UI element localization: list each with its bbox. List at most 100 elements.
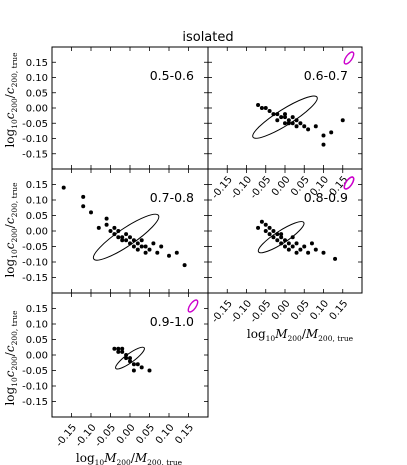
data-point bbox=[159, 244, 164, 249]
panel-1: -0.15-0.10-0.050.000.050.100.150.6-0.7 bbox=[207, 46, 363, 201]
data-point bbox=[131, 244, 136, 249]
data-point bbox=[116, 229, 121, 233]
y-tick-label: -0.15 bbox=[22, 397, 48, 408]
xlabel-col-0: log10M200/M200, true bbox=[76, 451, 183, 465]
data-point bbox=[124, 356, 129, 361]
data-point bbox=[256, 102, 261, 107]
x-tick-label: -0.10 bbox=[74, 422, 99, 449]
data-point bbox=[147, 368, 152, 373]
y-tick-label: 0.00 bbox=[26, 351, 48, 362]
resolution-marker bbox=[187, 299, 199, 313]
data-point bbox=[139, 238, 144, 243]
y-tick-label: 0.15 bbox=[26, 180, 48, 191]
data-point bbox=[124, 353, 129, 357]
data-point bbox=[135, 362, 140, 367]
data-point bbox=[263, 229, 268, 233]
ylabel-row-0: log10c200/c200, true bbox=[3, 52, 19, 148]
data-point bbox=[283, 244, 287, 249]
data-point bbox=[147, 247, 152, 252]
svg-text:log10c200/c200, true: log10c200/c200, true bbox=[3, 310, 19, 406]
data-point bbox=[279, 241, 284, 246]
y-tick-label: 0.00 bbox=[26, 227, 48, 238]
figure-title: isolated bbox=[182, 30, 233, 45]
x-tick-label: 0.15 bbox=[173, 422, 196, 446]
x-tick-label: 0.00 bbox=[270, 174, 293, 198]
data-point bbox=[81, 194, 86, 199]
ylabel-row-2: log10c200/c200, true bbox=[3, 310, 19, 406]
data-point bbox=[267, 109, 272, 114]
bin-label: 0.5-0.6 bbox=[150, 68, 194, 83]
data-point bbox=[256, 225, 261, 230]
data-point bbox=[340, 118, 345, 123]
bin-label: 0.7-0.8 bbox=[150, 190, 194, 205]
data-point bbox=[271, 229, 276, 233]
y-tick-label: -0.15 bbox=[22, 273, 48, 284]
svg-text:log10c200/c200, true: log10c200/c200, true bbox=[3, 182, 19, 278]
data-point bbox=[120, 238, 125, 243]
x-tick-label: -0.05 bbox=[248, 174, 273, 201]
x-tick-label: -0.15 bbox=[210, 174, 235, 201]
data-point bbox=[283, 115, 287, 120]
data-point bbox=[283, 112, 287, 117]
panel-0: 0.15 0.10 0.05 0.00 -0.05 -0.10 -0.15 0.5-0.6 bbox=[22, 46, 209, 170]
data-point bbox=[290, 115, 295, 120]
data-point bbox=[290, 244, 295, 249]
data-point bbox=[263, 222, 268, 227]
panel-frame bbox=[51, 168, 209, 294]
x-tick-label: -0.15 bbox=[54, 422, 79, 449]
data-point bbox=[143, 250, 148, 255]
data-point bbox=[279, 232, 284, 237]
data-point bbox=[294, 250, 299, 255]
data-point bbox=[286, 247, 291, 252]
x-tick-label: 0.10 bbox=[154, 422, 177, 446]
data-point bbox=[286, 241, 291, 246]
data-point bbox=[275, 118, 280, 123]
y-tick-label: 0.10 bbox=[26, 320, 48, 331]
data-point bbox=[131, 238, 136, 243]
data-point bbox=[313, 247, 318, 252]
data-point bbox=[104, 216, 109, 221]
x-tick-label: -0.10 bbox=[229, 174, 254, 201]
y-tick-label: 0.05 bbox=[26, 211, 48, 222]
y-tick-label: -0.10 bbox=[22, 382, 48, 393]
error-ellipse bbox=[257, 221, 305, 254]
data-point bbox=[275, 238, 280, 243]
svg-text:log10M200/M200, true: log10M200/M200, true bbox=[247, 327, 354, 343]
x-tick-label: -0.15 bbox=[210, 298, 235, 325]
resolution-marker bbox=[343, 176, 355, 190]
data-point bbox=[306, 250, 311, 255]
data-point bbox=[128, 241, 132, 246]
resolution-marker bbox=[343, 51, 355, 65]
data-point bbox=[302, 124, 307, 129]
x-tick-label: 0.00 bbox=[115, 422, 138, 446]
data-point bbox=[283, 121, 287, 126]
data-point bbox=[151, 241, 156, 246]
x-tick-label: 0.05 bbox=[289, 298, 312, 322]
data-point bbox=[267, 225, 272, 230]
data-point bbox=[321, 250, 326, 255]
data-point bbox=[294, 118, 299, 123]
data-point bbox=[135, 241, 140, 246]
y-tick-label: -0.10 bbox=[22, 258, 48, 269]
data-point bbox=[139, 244, 144, 249]
data-point bbox=[279, 235, 284, 240]
data-point bbox=[286, 121, 291, 126]
y-tick-label: 0.15 bbox=[26, 304, 48, 315]
ylabel-row-1: log10c200/c200, true bbox=[3, 182, 19, 278]
data-point bbox=[89, 210, 93, 215]
data-point bbox=[306, 127, 311, 132]
data-point bbox=[271, 112, 276, 117]
xlabel-col-1: log10M200/M200, true bbox=[247, 327, 354, 343]
error-ellipse bbox=[92, 213, 160, 261]
x-tick-label: -0.05 bbox=[93, 422, 118, 449]
data-point bbox=[167, 253, 171, 258]
svg-text:log10c200/c200, true: log10c200/c200, true bbox=[3, 52, 19, 148]
x-tick-label: 0.05 bbox=[134, 422, 157, 446]
data-point bbox=[128, 356, 132, 361]
data-point bbox=[174, 250, 179, 255]
svg-text:log10M200/M200, true: log10M200/M200, true bbox=[76, 451, 183, 465]
data-point bbox=[131, 368, 136, 373]
data-point bbox=[112, 232, 117, 237]
panel-frame bbox=[51, 292, 209, 418]
data-point bbox=[275, 232, 280, 237]
